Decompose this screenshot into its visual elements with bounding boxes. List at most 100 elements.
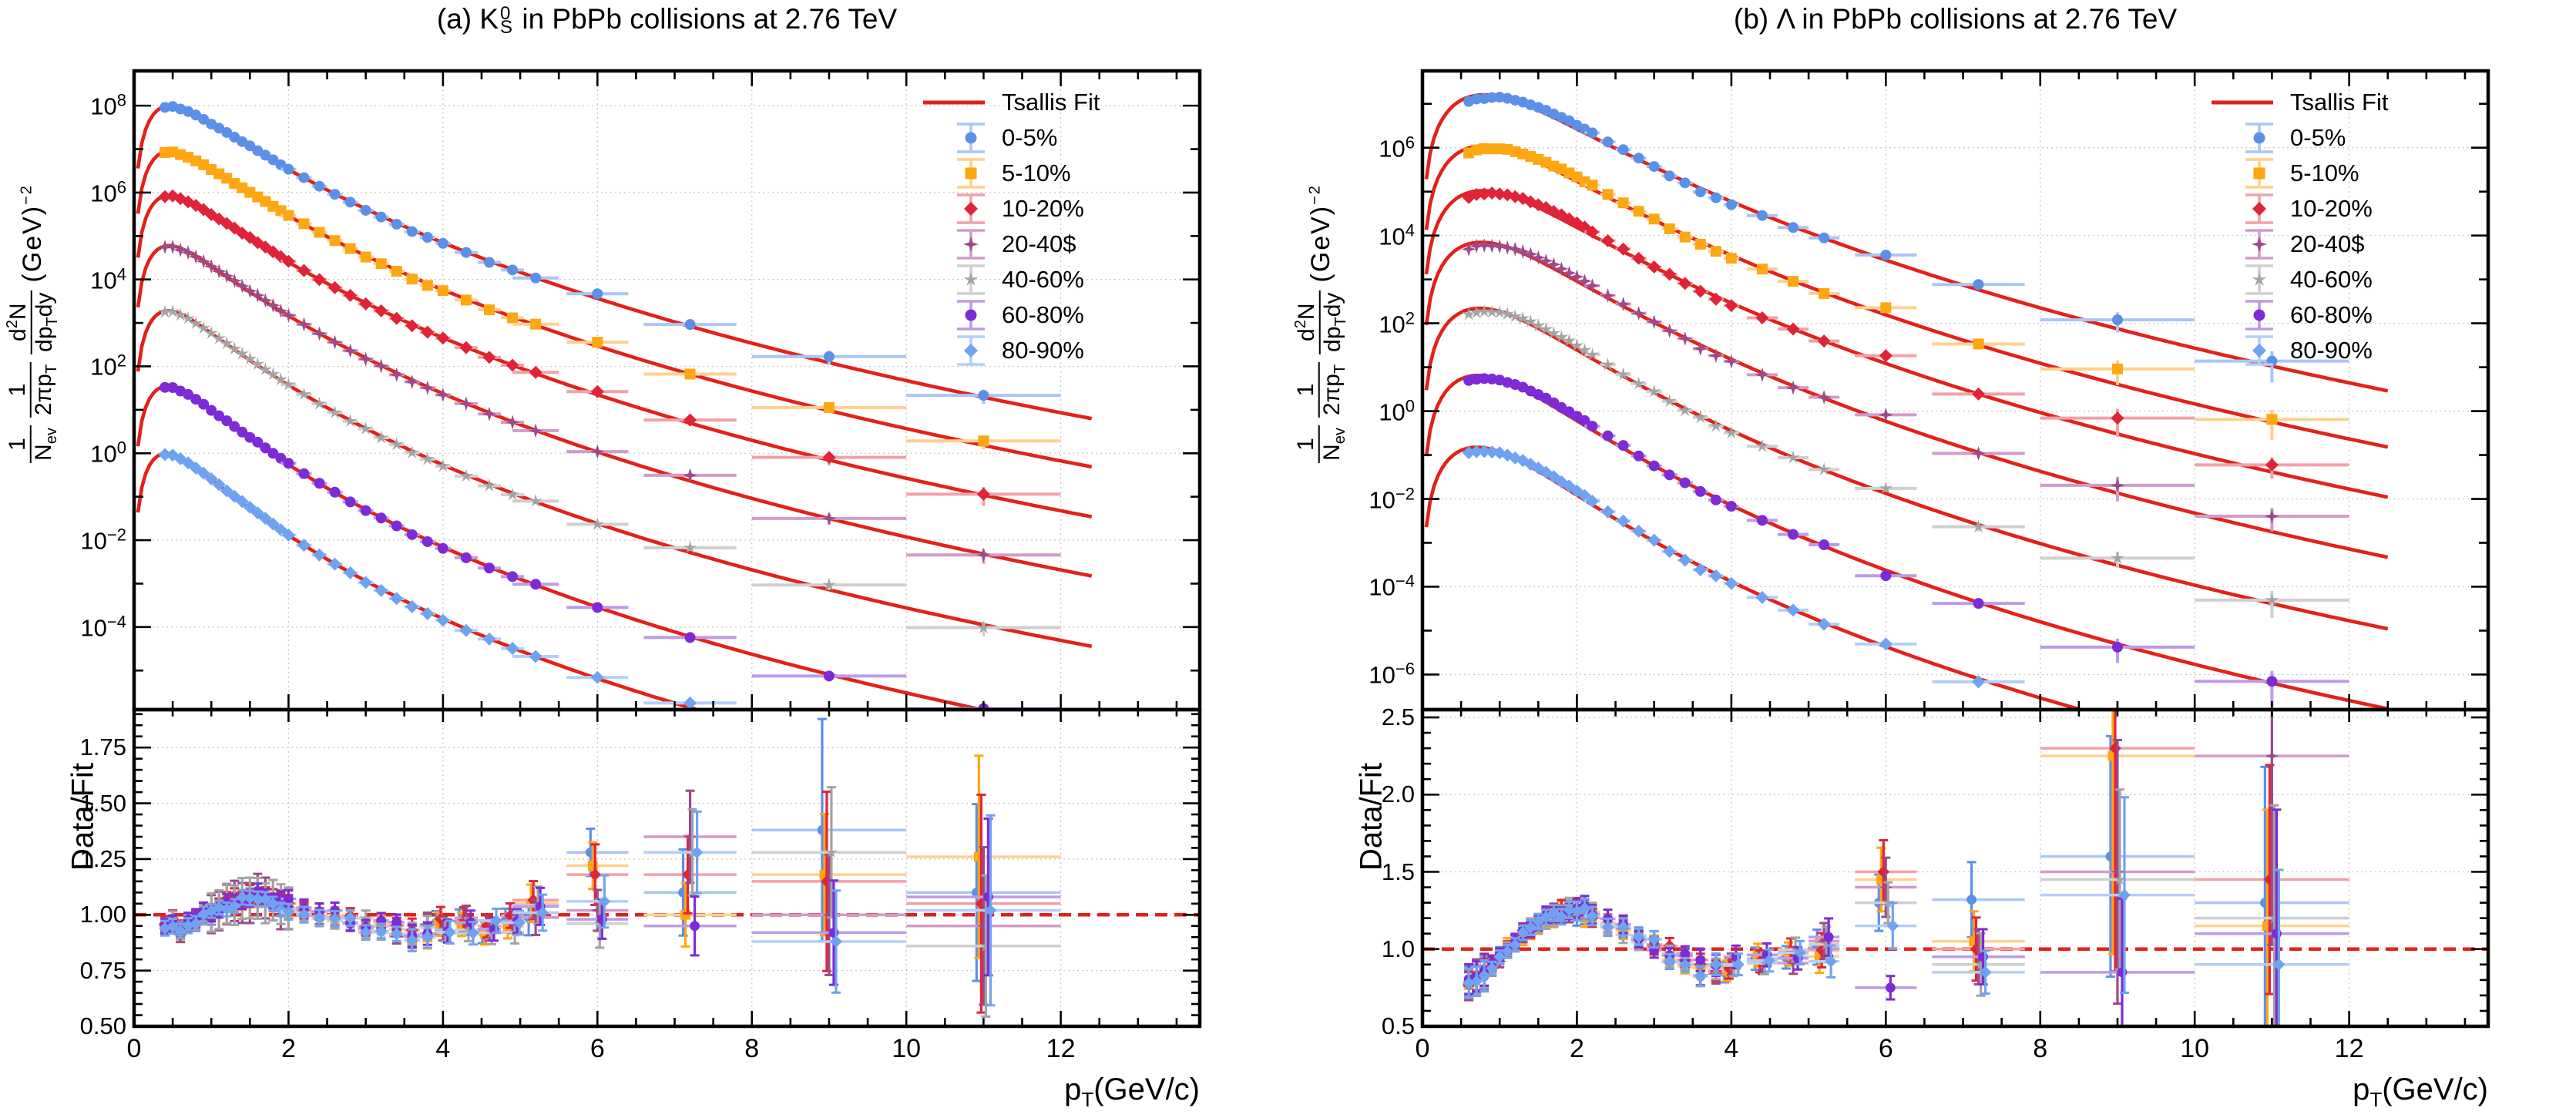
ratio-tick-label: 0.5 [1381,1012,1415,1039]
legend-label-centrality: 80-90% [1002,337,1084,364]
axes-frame [1420,69,2490,1029]
x-axis-tick-label: 4 [1724,1034,1739,1063]
ratio-y-axis-title: Data/Fit [1354,762,1389,871]
marker-errorbar-sample [2205,298,2285,332]
legend-item-fit: Tsallis Fit [2205,85,2529,120]
legend-item-centrality: 80-90% [2205,333,2529,368]
legend: Tsallis Fit 0-5% 5-10% 10-20% 20-40$ 40-60% 60… [917,85,1241,368]
x-axis-tick-label: 10 [892,1034,922,1063]
ratio-tick-label: 2.5 [1381,703,1415,731]
legend-item-centrality: 5-10% [2205,156,2529,191]
chart-svg-b [1420,69,2490,1029]
legend-label-fit: Tsallis Fit [1002,89,1100,116]
legend-item-centrality: 80-90% [917,333,1241,368]
x-axis-tick-label: 10 [2180,1034,2210,1063]
x-axis-tick-label: 8 [2033,1034,2048,1063]
legend-label-centrality: 60-80% [1002,301,1084,328]
legend-item-centrality: 40-60% [917,262,1241,297]
fit-line-sample [2205,86,2285,119]
x-axis-tick-label: 4 [435,1034,451,1063]
ratio-tick-label: 0.50 [79,1012,126,1039]
ratio-tick-label: 1.00 [79,901,126,928]
legend-label-centrality: 20-40$ [1002,230,1076,257]
chart-svg-a [132,69,1202,1029]
x-axis-tick-label: 8 [744,1034,760,1063]
legend: Tsallis Fit 0-5% 5-10% 10-20% 20-40$ 40-60% 60… [2205,85,2529,368]
marker-errorbar-sample [917,263,997,297]
legend-item-centrality: 20-40$ [2205,227,2529,262]
x-axis-tick-label: 6 [589,1034,605,1063]
marker-errorbar-sample [917,192,997,226]
marker-errorbar-sample [917,298,997,332]
legend-label-fit: Tsallis Fit [2290,89,2389,116]
panel-b: (b) Λ in PbPb collisions at 2.76 TeV 106 1… [1288,0,2576,1118]
fit-line-sample [917,86,997,119]
legend-label-centrality: 0-5% [1002,124,1058,151]
x-axis-tick-label: 0 [126,1034,142,1063]
spectra-points [1461,92,2349,710]
ratio-points [158,717,1061,1018]
legend-label-centrality: 10-20% [2290,195,2373,222]
legend-label-centrality: 10-20% [1002,195,1084,222]
y-axis-tick-label: 10−4 [80,612,126,642]
y-axis-tick-label: 108 [90,90,126,120]
y-axis-tick-label: 100 [90,438,126,468]
x-axis-tick-label: 0 [1415,1034,1430,1063]
y-axis-title: 1 Nev 1 2πpT d2N dpTdy (GeV)−2 [1292,184,1349,463]
marker-errorbar-sample [2205,156,2285,190]
marker-errorbar-sample [917,121,997,155]
legend-item-centrality: 0-5% [2205,120,2529,156]
y-axis-tick-label: 102 [1379,307,1415,338]
x-axis-tick-label: 12 [2334,1034,2364,1063]
y-axis-tick-label: 10−2 [1369,483,1415,514]
legend-item-centrality: 60-80% [2205,297,2529,333]
y-axis-tick-label: 104 [90,264,126,294]
legend-label-centrality: 20-40$ [2290,230,2365,257]
marker-errorbar-sample [2205,121,2285,155]
legend-label-centrality: 60-80% [2290,301,2373,328]
ratio-tick-label: 1.75 [79,734,126,761]
y-axis-tick-label: 100 [1379,395,1415,426]
marker-errorbar-sample [917,227,997,261]
marker-errorbar-sample [917,334,997,368]
ratio-y-axis-title: Data/Fit [65,762,100,871]
tick-marks [133,71,1200,1028]
ratio-tick-label: 1.0 [1381,935,1415,962]
ratio-points [1462,710,2349,1026]
legend-label-centrality: 5-10% [1002,159,1071,186]
tick-marks [1421,71,2488,1028]
legend-label-centrality: 40-60% [1002,266,1084,293]
panel-title-b: (b) Λ in PbPb collisions at 2.76 TeV [1733,3,2178,35]
marker-errorbar-sample [2205,227,2285,261]
legend-item-centrality: 10-20% [2205,191,2529,227]
legend-item-centrality: 5-10% [917,156,1241,191]
legend-item-centrality: 60-80% [917,297,1241,333]
ratio-tick-label: 1.25 [79,844,126,872]
legend-label-centrality: 80-90% [2290,337,2373,364]
x-axis-title: pT(GeV/c) [1064,1073,1200,1111]
y-axis-tick-label: 106 [90,177,126,207]
ratio-tick-label: 0.75 [79,956,126,984]
legend-label-centrality: 0-5% [2290,124,2346,151]
legend-item-centrality: 20-40$ [917,227,1241,262]
x-axis-tick-label: 6 [1878,1034,1893,1063]
ratio-tick-label: 1.5 [1381,858,1415,885]
marker-errorbar-sample [2205,334,2285,368]
y-axis-tick-label: 106 [1379,133,1415,163]
marker-errorbar-sample [2205,263,2285,297]
y-axis-tick-label: 102 [90,351,126,381]
y-axis-tick-label: 10−2 [80,525,126,555]
x-axis-title: pT(GeV/c) [2353,1073,2488,1111]
legend-item-centrality: 10-20% [917,191,1241,227]
tsallis-fit-curves [136,103,1093,710]
legend-item-centrality: 0-5% [917,120,1241,156]
gridlines [134,71,1200,1026]
marker-errorbar-sample [917,156,997,190]
legend-label-centrality: 5-10% [2290,159,2359,186]
y-axis-tick-label: 10−4 [1369,571,1415,602]
y-axis-title: 1 Nev 1 2πpT d2N dpTdy (GeV)−2 [4,184,61,463]
